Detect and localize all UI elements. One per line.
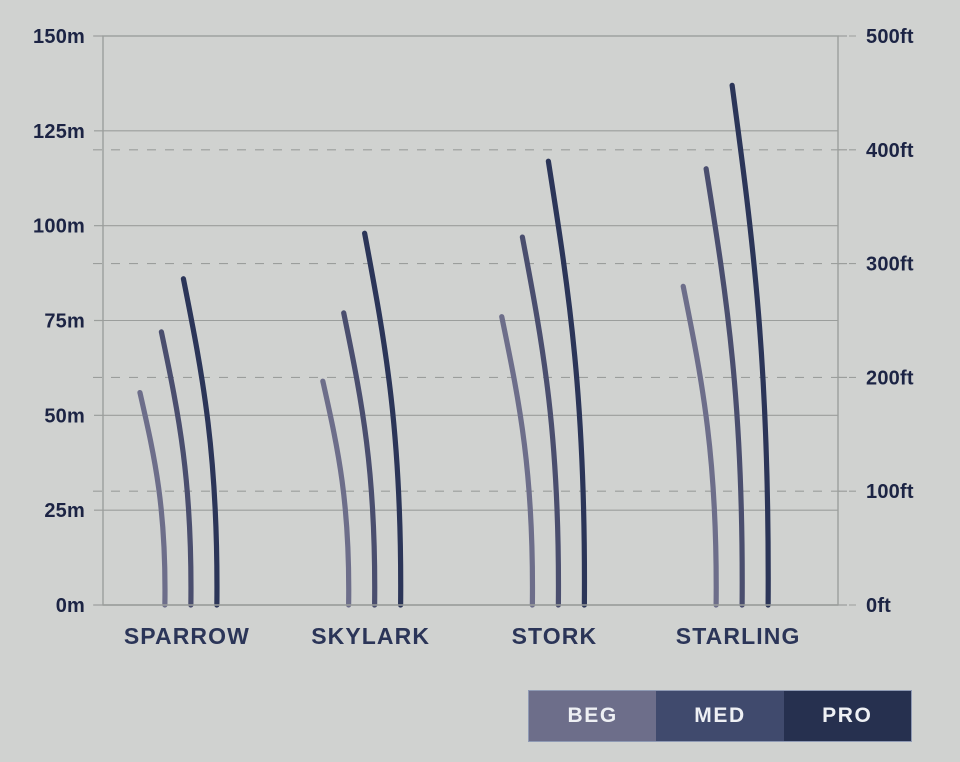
left-axis-labels: 0m 25m 50m 75m 100m 125m 150m — [33, 26, 85, 617]
left-axis-tick-label-1: 25m — [44, 500, 85, 522]
blade-skylark-pro — [362, 230, 404, 608]
blade-stork-beg — [499, 314, 536, 608]
left-axis-tick-label-5: 125m — [33, 121, 85, 143]
blade-stork-pro — [545, 158, 588, 608]
category-label-skylark: SKYLARK — [311, 623, 430, 649]
legend-item-med-label: MED — [694, 704, 746, 727]
left-axis-ticks — [94, 35, 103, 606]
right-axis-tick-label-5: 500ft — [866, 26, 914, 48]
left-axis-tick-label-0: 0m — [56, 595, 85, 617]
legend-item-beg[interactable]: BEG — [529, 691, 657, 741]
left-axis-tick-label-4: 100m — [33, 216, 85, 238]
right-axis-tick-label-0: 0ft — [866, 595, 891, 617]
right-axis-ticks — [838, 35, 847, 606]
category-labels: SPARROW SKYLARK STORK STARLING — [124, 623, 801, 649]
category-label-sparrow: SPARROW — [124, 623, 250, 649]
blade-sparrow-beg — [137, 389, 168, 608]
right-axis-tick-label-3: 300ft — [866, 254, 914, 276]
series-legend[interactable]: BEG MED PRO — [528, 690, 912, 742]
blade-starling-beg — [680, 283, 719, 608]
blade-stork-med — [519, 234, 562, 608]
right-axis-tick-label-1: 100ft — [866, 481, 914, 503]
blade-starling-pro — [729, 82, 771, 608]
legend-item-beg-label: BEG — [567, 704, 618, 727]
category-label-stork: STORK — [512, 623, 598, 649]
left-axis-tick-label-2: 50m — [44, 405, 85, 427]
blade-starling-med — [703, 166, 745, 608]
category-label-starling: STARLING — [676, 623, 801, 649]
blade-series-layer — [137, 82, 771, 608]
blade-skylark-med — [341, 310, 378, 608]
left-axis-tick-label-6: 150m — [33, 26, 85, 48]
blade-skylark-beg — [320, 378, 352, 608]
left-axis-tick-label-3: 75m — [44, 311, 85, 333]
right-axis-tick-label-2: 200ft — [866, 367, 914, 389]
legend-item-pro-label: PRO — [822, 704, 873, 727]
right-axis-tick-label-4: 400ft — [866, 140, 914, 162]
blade-sparrow-pro — [180, 276, 220, 608]
right-axis-labels: 0ft 100ft 200ft 300ft 400ft 500ft — [866, 26, 914, 617]
legend-item-pro[interactable]: PRO — [783, 691, 911, 741]
legend-item-med[interactable]: MED — [656, 691, 784, 741]
blade-sparrow-med — [158, 329, 194, 608]
metric-gridlines — [103, 35, 838, 511]
